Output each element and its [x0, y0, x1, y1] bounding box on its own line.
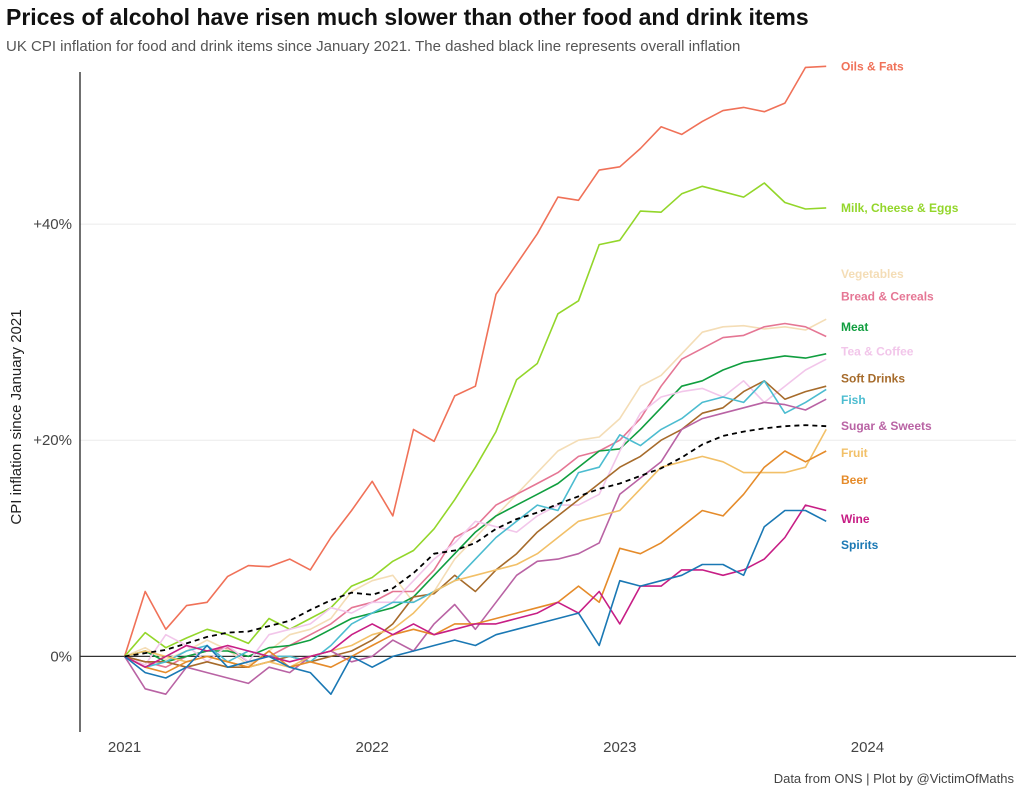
- overall-inflation-line: [124, 424, 827, 658]
- series-label: Vegetables: [841, 267, 904, 281]
- series-line-fish: [124, 379, 827, 669]
- series-label: Meat: [841, 320, 868, 334]
- series-label: Spirits: [841, 538, 879, 552]
- series-line-sugar-sweets: [123, 398, 827, 696]
- series-line-oils-fats: [123, 65, 827, 657]
- y-tick-label: 0%: [50, 648, 72, 665]
- x-tick-label: 2022: [356, 739, 389, 756]
- series-line-soft-drinks: [124, 379, 827, 669]
- series-label: Sugar & Sweets: [841, 419, 932, 433]
- series-label: Beer: [841, 473, 868, 487]
- y-tick-label: +20%: [33, 432, 72, 449]
- series-line-meat: [124, 353, 827, 663]
- series-line-tea-coffee: [124, 358, 827, 666]
- series-line-milk-cheese-eggs: [123, 182, 827, 657]
- series-label: Soft Drinks: [841, 372, 905, 386]
- chart-title: Prices of alcohol have risen much slower…: [6, 4, 809, 30]
- series-line-wine: [124, 504, 827, 669]
- series-line-fruit: [124, 429, 827, 669]
- series-label: Milk, Cheese & Eggs: [841, 201, 959, 215]
- series-line-spirits: [124, 509, 827, 696]
- x-tick-label: 2023: [603, 739, 636, 756]
- series-label: Wine: [841, 512, 870, 526]
- x-tick-label: 2024: [851, 739, 884, 756]
- series-label: Fish: [841, 393, 866, 407]
- series-line-beer: [124, 450, 827, 674]
- chart-subtitle: UK CPI inflation for food and drink item…: [6, 38, 741, 55]
- series-label: Bread & Cereals: [841, 290, 934, 304]
- y-axis-label: CPI inflation since January 2021: [8, 309, 25, 524]
- x-tick-label: 2021: [108, 739, 141, 756]
- series-label: Oils & Fats: [841, 59, 904, 73]
- series-line-vegetables: [124, 318, 827, 666]
- series-label: Fruit: [841, 446, 868, 460]
- series-line-bread-cereals: [124, 322, 827, 669]
- y-tick-label: +40%: [33, 216, 72, 233]
- series-label: Tea & Coffee: [841, 345, 914, 359]
- source-caption: Data from ONS | Plot by @VictimOfMaths: [773, 771, 1014, 786]
